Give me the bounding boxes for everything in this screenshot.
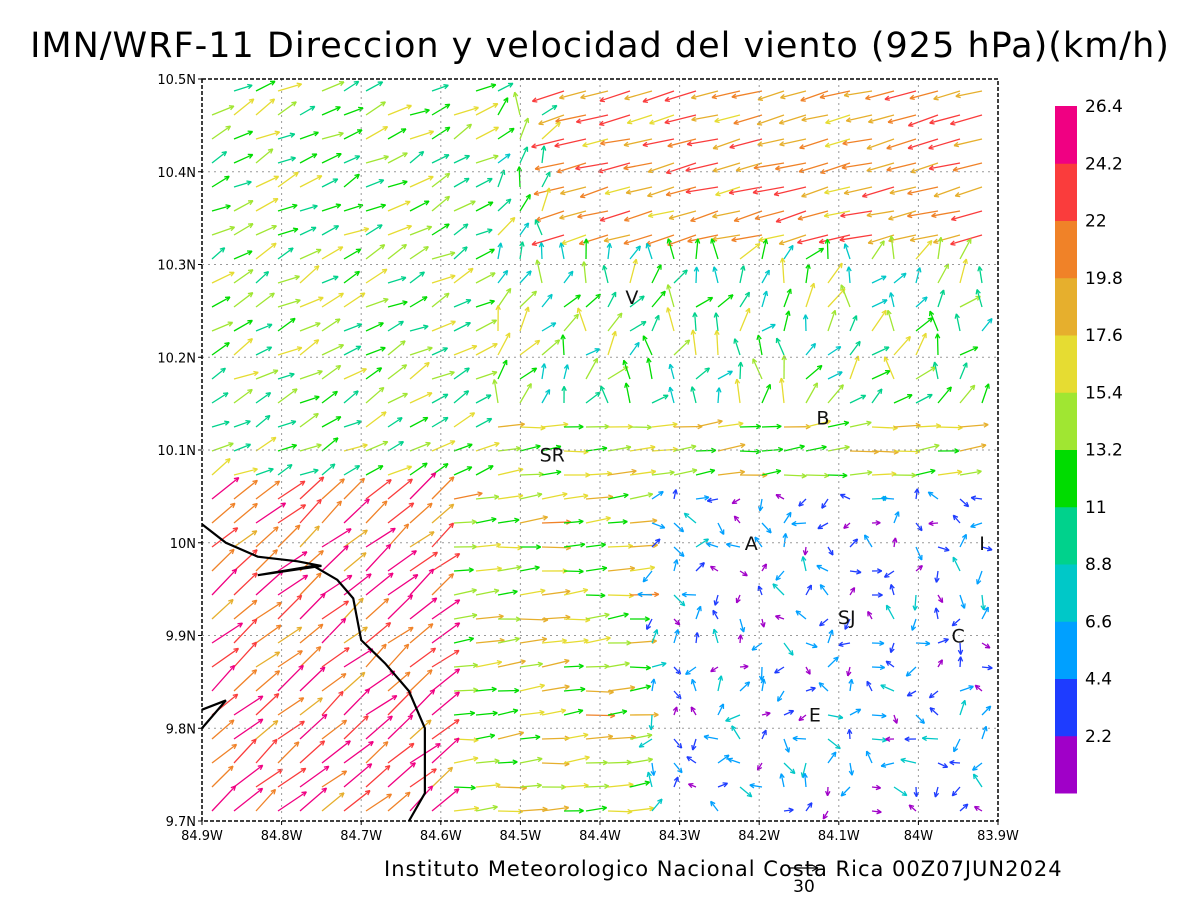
colorbar-segment	[1055, 506, 1077, 565]
lon-tick-label: 84.2W	[738, 829, 780, 844]
city-label-b: B	[816, 408, 829, 430]
coastline-spur	[201, 699, 227, 729]
lon-tick-label: 84.8W	[261, 829, 303, 844]
city-label-c: C	[952, 626, 965, 648]
lon-tick-label: 84.6W	[420, 829, 462, 844]
wind-vectors	[211, 80, 993, 820]
city-label-sr: SR	[540, 445, 565, 467]
footer-credit: Instituto Meteorologico Nacional Costa R…	[384, 857, 1063, 881]
colorbar-segment	[1055, 106, 1077, 164]
colorbar-segment	[1055, 564, 1077, 622]
colorbar-label: 8.8	[1085, 555, 1112, 575]
lat-tick-label: 9.9N	[166, 630, 196, 645]
colorbar-label: 17.6	[1085, 326, 1123, 346]
colorbar-segment	[1055, 220, 1077, 279]
city-label-e: E	[809, 704, 821, 726]
colorbar-label: 13.2	[1085, 441, 1123, 461]
colorbar-label: 26.4	[1085, 97, 1123, 117]
lat-tick-label: 10.4N	[157, 166, 196, 181]
colorbar-label: 22	[1085, 212, 1107, 232]
lat-tick-label: 10.1N	[157, 444, 196, 459]
colorbar-label: 19.8	[1085, 269, 1123, 289]
lat-tick-label: 9.7N	[166, 815, 196, 830]
latitude-labels: 10.5N 10.4N 10.3N 10.2N 10.1N 10N 9.9N 9.8N 9.7N	[157, 73, 202, 830]
colorbar-segment	[1055, 621, 1077, 679]
city-label-sj: SJ	[838, 607, 856, 629]
city-label-i: I	[979, 533, 985, 555]
colorbar-label: 15.4	[1085, 383, 1123, 403]
colorbar-segment	[1055, 735, 1077, 794]
colorbar-label: 6.6	[1085, 612, 1112, 632]
colorbar-label: 24.2	[1085, 154, 1123, 174]
colorbar-segment	[1055, 335, 1077, 393]
colorbar-segment	[1055, 449, 1077, 508]
colorbar-segment	[1055, 163, 1077, 221]
colorbar-label: 4.4	[1085, 670, 1112, 690]
lat-tick-label: 10N	[170, 537, 196, 552]
reference-vector: 30	[790, 864, 819, 897]
colorbar: 2.2 4.4 6.6 8.8 11 13.2 15.4 17.6 19.8 22 24.2 26.4	[1055, 97, 1123, 794]
lat-tick-label: 10.2N	[157, 351, 196, 366]
lon-tick-label: 84.9W	[181, 829, 223, 844]
coastline-line	[201, 523, 426, 822]
lon-tick-label: 83.9W	[977, 829, 1019, 844]
colorbar-segment	[1055, 277, 1077, 336]
reference-vector-label: 30	[793, 877, 815, 897]
colorbar-segment	[1055, 678, 1077, 737]
city-label-v: V	[625, 287, 638, 309]
city-label-a: A	[745, 533, 758, 555]
colorbar-label: 11	[1085, 498, 1107, 518]
lon-tick-label: 84.1W	[818, 829, 860, 844]
lon-tick-label: 84.3W	[659, 829, 701, 844]
colorbar-segment	[1055, 392, 1077, 450]
lon-tick-label: 84.7W	[340, 829, 382, 844]
lon-tick-label: 84.5W	[499, 829, 541, 844]
lat-tick-label: 10.3N	[157, 259, 196, 274]
lat-tick-label: 10.5N	[157, 73, 196, 88]
lat-lon-grid	[202, 79, 998, 821]
lon-tick-label: 84.4W	[579, 829, 621, 844]
map-title: IMN/WRF-11 Direccion y velocidad del vie…	[30, 26, 1170, 66]
lat-tick-label: 9.8N	[166, 722, 196, 737]
longitude-labels: 84.9W 84.8W 84.7W 84.6W 84.5W 84.4W 84.3W 84.2W…	[181, 821, 1019, 844]
lon-tick-label: 84W	[904, 829, 934, 844]
colorbar-label: 2.2	[1085, 727, 1112, 747]
coastline	[201, 523, 426, 822]
city-labels: V B SR A I SJ C E	[540, 287, 985, 726]
